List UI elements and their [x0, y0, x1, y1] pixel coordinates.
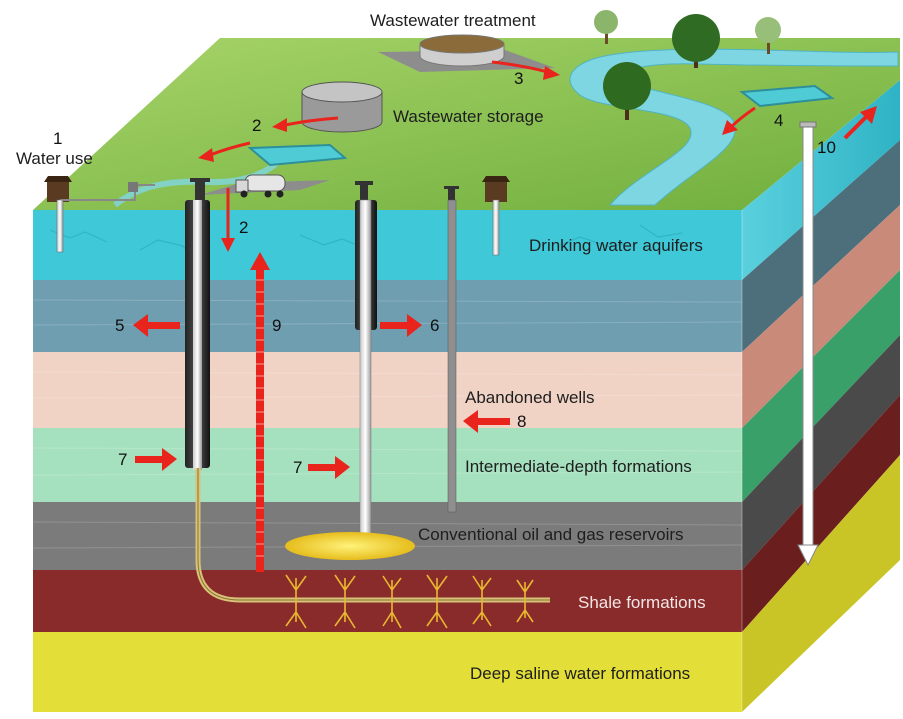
step-10: 10 [817, 138, 836, 157]
conventional-gas-pocket [285, 532, 415, 560]
label-wastewater-treatment: Wastewater treatment [370, 11, 536, 30]
water-well-right [492, 199, 500, 256]
wastewater-storage-tank [301, 81, 383, 133]
front-face-strata [32, 210, 743, 712]
right-water-well-house [482, 176, 510, 202]
hydraulic-fractures [285, 574, 534, 629]
wells [56, 199, 550, 603]
step-5: 5 [115, 316, 125, 335]
water-well-left [56, 199, 64, 253]
mint-layer [33, 428, 742, 502]
step-2-storage: 2 [252, 116, 262, 135]
wastewater-pond-left [247, 143, 348, 167]
deep-saline-layer [33, 632, 742, 712]
trees [594, 10, 781, 120]
flow-arrows [133, 60, 877, 572]
land-surface [33, 10, 900, 210]
step-8: 8 [517, 412, 527, 431]
step-3: 3 [514, 69, 524, 88]
drinking-aquifer-layer [33, 210, 742, 280]
pink-layer [33, 352, 742, 428]
label-deep-saline-water-formations: Deep saline water formations [470, 664, 691, 683]
pond-right [739, 84, 835, 108]
label-shale-formations: Shale formations [578, 593, 706, 612]
label-intermediate-depth-formations: Intermediate-depth formations [465, 457, 692, 476]
label-drinking-water-aquifers: Drinking water aquifers [529, 236, 703, 255]
tanker-truck [235, 174, 286, 198]
step-2-injection: 2 [239, 218, 249, 237]
label-water-use: Water use [16, 149, 93, 168]
step-4: 4 [774, 111, 784, 130]
step-7-left: 7 [118, 450, 128, 469]
label-abandoned-wells: Abandoned wells [465, 388, 595, 407]
label-wastewater-storage: Wastewater storage [393, 107, 544, 126]
label-conventional-reservoirs: Conventional oil and gas reservoirs [418, 525, 684, 544]
step-1: 1 [53, 129, 63, 148]
step-6: 6 [430, 316, 440, 335]
deep-monitoring-well-10 [797, 121, 819, 567]
step-7-middle: 7 [293, 458, 303, 477]
upper-slate-layer [33, 280, 742, 352]
step-9: 9 [272, 316, 282, 335]
wastewater-treatment-plant [419, 34, 505, 67]
abandoned-well [447, 199, 457, 513]
left-water-well-house [44, 176, 72, 202]
right-side-strata [741, 80, 900, 712]
